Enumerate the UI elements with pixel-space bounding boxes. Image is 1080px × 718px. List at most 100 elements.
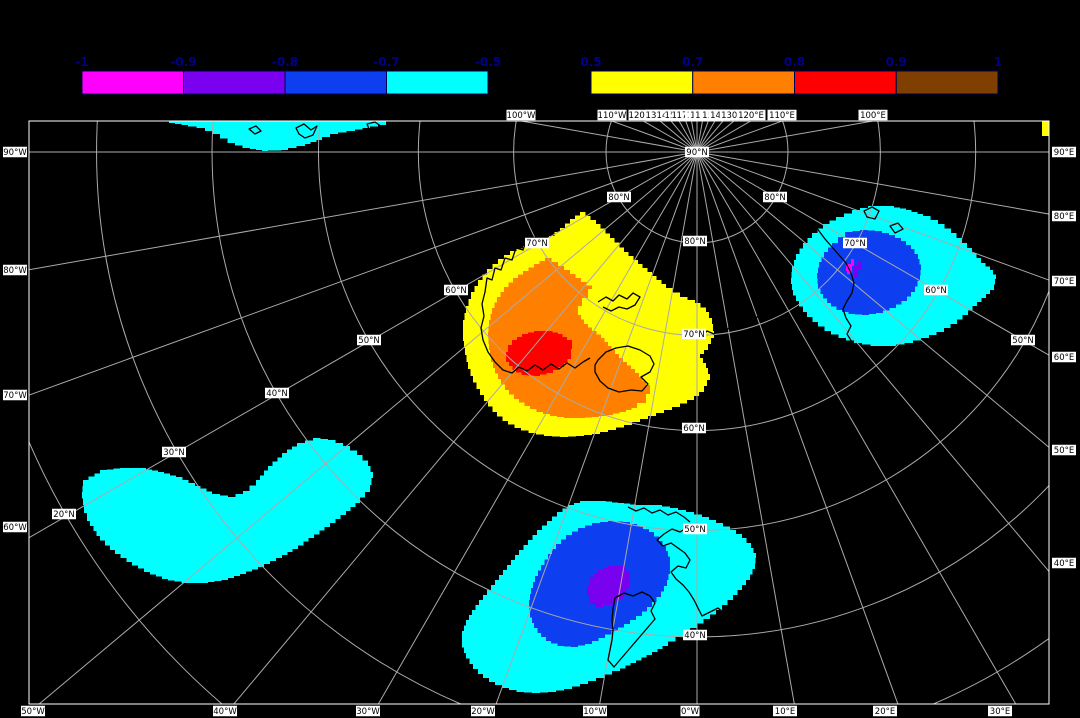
- label-box: [52, 508, 76, 520]
- coastline-arctic-island-4: [863, 206, 880, 220]
- latitude-label: 60°N: [444, 284, 468, 296]
- label-text: 120°W: [629, 111, 658, 121]
- coastline-iceland-coast: [594, 345, 655, 393]
- colorbar-segment: [81, 70, 184, 95]
- label-box: [1052, 275, 1076, 287]
- colorbar-segment: [386, 70, 489, 95]
- label-box: [1052, 351, 1076, 363]
- colorbar-segment: [183, 70, 286, 95]
- colorbar-tick-label: -0.7: [373, 55, 399, 69]
- label-text: 20°E: [875, 707, 895, 717]
- colorbar-positive-scale: 0.5 0.7 0.8 0.9 1: [580, 55, 1002, 95]
- label-text: 30°W: [356, 707, 380, 717]
- colorbar-tick-label: 0.9: [886, 55, 907, 69]
- label-box: [583, 705, 607, 717]
- meridian-line: [697, 154, 899, 704]
- label-box: [924, 284, 948, 296]
- meridian-line: [38, 153, 696, 704]
- meridian-line: [599, 154, 697, 704]
- label-box: [525, 237, 549, 249]
- meridian-label: 60°E: [1052, 351, 1076, 363]
- colorbar-segment: [284, 70, 387, 95]
- colorbar-negative-scale: -1 -0.9 -0.8 -0.7 -0.5: [75, 55, 501, 95]
- label-text: 30°N: [163, 448, 184, 458]
- label-text: 120°E: [738, 111, 764, 121]
- label-box: [873, 705, 897, 717]
- label-box: [444, 284, 468, 296]
- colorbar-tick-label: 0.7: [682, 55, 703, 69]
- label-box: [471, 705, 495, 717]
- label-box: [3, 146, 27, 158]
- meridian-line: [495, 154, 697, 704]
- latitude-label: 40°N: [683, 629, 707, 641]
- region-kara-sliver-magenta: [846, 259, 854, 274]
- label-text: 10°E: [775, 707, 795, 717]
- label-box: [1052, 210, 1076, 222]
- region-europe-negative-core: [587, 566, 630, 607]
- region-greenland-positive-mid: [488, 258, 650, 418]
- colorbar-tick-label: 1: [994, 55, 1002, 69]
- meridian-line: [233, 153, 696, 704]
- latitude-label: 40°N: [265, 387, 289, 399]
- label-box: [265, 387, 289, 399]
- colorbar-segment: [895, 70, 999, 95]
- colorbar-tick-label: -1: [75, 55, 88, 69]
- label-box: [683, 629, 707, 641]
- meridian-label: 110°W: [597, 109, 627, 121]
- correlation-regions: [82, 121, 1049, 693]
- colorbar-segment: [692, 70, 795, 95]
- label-box: [858, 109, 888, 121]
- label-text: 80°W: [3, 266, 27, 276]
- label-text: 100°E: [860, 111, 886, 121]
- colorbar-tick-label: -0.5: [475, 55, 501, 69]
- meridian-line: [29, 153, 695, 539]
- label-text: 110°E: [769, 111, 795, 121]
- meridian-label: 20°W: [471, 705, 495, 717]
- region-kara-sea-inner: [817, 230, 921, 315]
- meridian-line: [698, 154, 1017, 704]
- meridian-label: 20°E: [873, 705, 897, 717]
- label-box: [843, 237, 867, 249]
- meridian-label: 90°E: [1052, 146, 1076, 158]
- meridian-label: 110°E: [767, 109, 797, 121]
- label-box: [763, 191, 787, 203]
- label-text: 60°W: [3, 523, 27, 533]
- region-subtropical-atlantic-chevron: [82, 438, 373, 583]
- meridian-line: [698, 153, 1049, 573]
- label-box: [683, 235, 707, 247]
- label-box: [1052, 146, 1076, 158]
- label-text: 80°N: [608, 193, 629, 203]
- label-text: 90°W: [3, 148, 27, 158]
- label-text: 80°E: [1054, 212, 1074, 222]
- label-text: 20°W: [471, 707, 495, 717]
- meridian-line: [698, 153, 1049, 449]
- map-frame: [28, 120, 1050, 705]
- latitude-label: 80°N: [607, 191, 631, 203]
- meridian-label: 90°W: [3, 146, 27, 158]
- region-kara-sliver-violet: [854, 262, 861, 278]
- label-text: 110°W: [598, 111, 627, 121]
- latitude-label: 80°N: [763, 191, 787, 203]
- label-text: 50°N: [684, 525, 705, 535]
- meridian-label: 100°E: [858, 109, 888, 121]
- label-text: 40°E: [1054, 559, 1074, 569]
- label-box: [162, 446, 186, 458]
- meridian-line: [29, 152, 695, 396]
- label-text: 50°N: [1012, 336, 1033, 346]
- label-text: 70°N: [844, 239, 865, 249]
- meridian-line: [29, 152, 695, 271]
- label-text: 80°N: [764, 193, 785, 203]
- label-text: 20°N: [53, 510, 74, 520]
- label-text: 80°N: [684, 237, 705, 247]
- label-text: 90°N: [686, 148, 707, 158]
- meridian-label: 80°E: [1052, 210, 1076, 222]
- colorbar-tick-label: -0.9: [170, 55, 196, 69]
- coastline-france-coast: [656, 526, 724, 617]
- latitude-label: 70°N: [682, 328, 706, 340]
- colorbar-tick-label: -0.8: [272, 55, 298, 69]
- label-text: 70°E: [1054, 277, 1074, 287]
- meridian-label: 50°W: [21, 705, 45, 717]
- label-box: [356, 705, 380, 717]
